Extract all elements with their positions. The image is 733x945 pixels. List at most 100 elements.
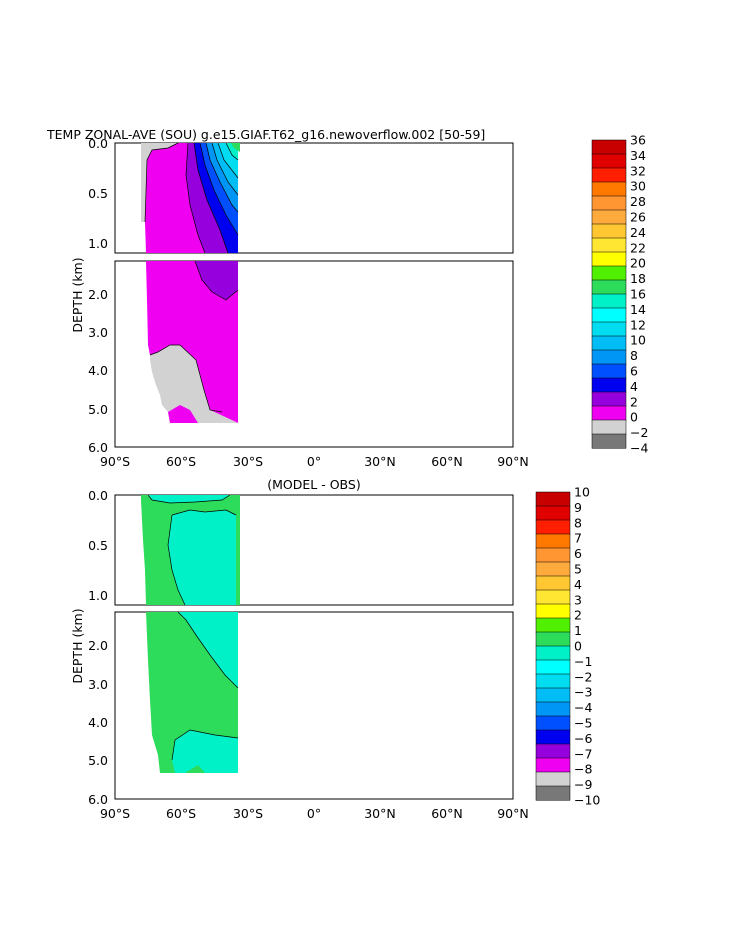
y-tick-label: 0.5 <box>88 538 108 553</box>
colorbar-label: 6 <box>630 364 638 379</box>
colorbar-swatch <box>591 223 627 239</box>
field-purple-deep-region <box>195 261 238 300</box>
colorbar-swatch <box>591 209 627 225</box>
y-tick-label: 6.0 <box>88 440 108 455</box>
x-tick-labels: 90°S 60°S 30°S 0° 30°N 60°N 90°N <box>100 454 529 469</box>
colorbar-swatch <box>535 687 571 703</box>
contour-lines <box>147 494 237 606</box>
colorbar-swatch <box>535 519 571 535</box>
colorbar-swatch <box>535 505 571 521</box>
y-tick-label: 1.0 <box>88 588 108 603</box>
field-gray-region <box>141 143 178 222</box>
colorbar-label: 0 <box>630 410 638 425</box>
colorbar-swatch <box>591 391 627 407</box>
colorbar-swatch <box>591 237 627 253</box>
y-tick-label: 6.0 <box>88 792 108 807</box>
colorbar-label: 8 <box>574 515 582 530</box>
colorbar-swatch <box>535 617 571 633</box>
y-tick-label: 1.0 <box>88 236 108 251</box>
contour-lines-deep <box>149 260 239 413</box>
x-tick-label: 60°S <box>166 806 196 821</box>
colorbar-label: −4 <box>630 441 648 456</box>
colorbar-label: 14 <box>630 302 646 317</box>
y-tick-label: 4.0 <box>88 715 108 730</box>
colorbar-swatch <box>591 377 627 393</box>
x-tick-label: 90°N <box>497 806 529 821</box>
colorbar-label: 1 <box>574 623 582 638</box>
colorbar-label: 2 <box>630 394 638 409</box>
x-tick-labels: 90°S 60°S 30°S 0° 30°N 60°N 90°N <box>100 806 529 821</box>
colorbar-swatch <box>535 491 571 507</box>
upper-panel <box>114 142 514 254</box>
field-green-region <box>231 143 240 152</box>
colorbar-label: −3 <box>574 685 592 700</box>
colorbar-swatch <box>535 589 571 605</box>
field-gray-deep-region <box>150 345 238 423</box>
colorbar-label: 24 <box>630 225 646 240</box>
field-cyan-deep-region <box>178 612 238 688</box>
x-tick-label: 30°N <box>364 454 396 469</box>
field-magenta-region <box>145 143 205 253</box>
y-tick-label: 0.0 <box>88 488 108 503</box>
x-tick-label: 30°N <box>364 806 396 821</box>
colorbar-swatch <box>591 167 627 183</box>
colorbar-label: 3 <box>574 592 582 607</box>
y-axis-label: DEPTH (km) <box>70 257 85 332</box>
colorbar-swatch <box>535 575 571 591</box>
colorbar-label: 8 <box>630 348 638 363</box>
colorbar-swatch <box>591 153 627 169</box>
colorbar-label: −4 <box>574 700 592 715</box>
colorbar-label: −5 <box>574 716 592 731</box>
colorbar-label: 5 <box>574 562 582 577</box>
field-blue-region <box>194 143 238 253</box>
x-tick-label: 60°N <box>431 454 463 469</box>
x-tick-label: 90°S <box>100 454 130 469</box>
y-tick-labels-lower: 2.0 3.0 4.0 5.0 6.0 <box>88 287 108 455</box>
colorbar-swatch <box>591 265 627 281</box>
colorbar-swatch <box>591 251 627 267</box>
x-tick-label: 30°S <box>233 806 263 821</box>
field-magenta-bottom-region <box>168 405 198 423</box>
y-tick-labels-upper: 0.0 0.5 1.0 <box>88 488 108 603</box>
colorbar-swatch <box>535 673 571 689</box>
x-tick-label: 60°S <box>166 454 196 469</box>
y-tick-label: 5.0 <box>88 753 108 768</box>
colorbar-label: 4 <box>630 379 638 394</box>
colorbar-label: −2 <box>574 669 592 684</box>
colorbar-label: 10 <box>574 485 590 500</box>
colorbar-swatch <box>591 335 627 351</box>
colorbar-swatch <box>535 785 571 801</box>
colorbar-label: 2 <box>574 608 582 623</box>
colorbar-swatch <box>535 743 571 759</box>
y-tick-label: 3.0 <box>88 677 108 692</box>
contour-lines-deep <box>171 611 239 761</box>
y-tick-label: 5.0 <box>88 402 108 417</box>
colorbar-label: 28 <box>630 194 646 209</box>
colorbar-swatch <box>591 181 627 197</box>
colorbar-label: 18 <box>630 271 646 286</box>
colorbar-swatch <box>591 419 627 435</box>
colorbar-label: −1 <box>574 654 592 669</box>
colorbar-swatch <box>535 715 571 731</box>
y-tick-label: 0.0 <box>88 136 108 151</box>
field-blue3-region <box>206 143 238 212</box>
colorbar-label: 10 <box>630 333 646 348</box>
colorbar-label: −6 <box>574 731 592 746</box>
colorbar-label: 30 <box>630 179 646 194</box>
colorbar-label: 12 <box>630 317 646 332</box>
colorbar-label: 36 <box>630 133 646 148</box>
field-cyan-region <box>168 510 236 605</box>
colorbar-swatch <box>591 195 627 211</box>
colorbar-label: −9 <box>574 777 592 792</box>
colorbar-label: −10 <box>574 793 600 808</box>
field-cyan-region <box>218 143 238 178</box>
colorbar-swatch <box>591 405 627 421</box>
colorbar-label: 16 <box>630 287 646 302</box>
field-cyan-top-region <box>148 495 230 503</box>
colorbar-swatch <box>591 433 627 449</box>
